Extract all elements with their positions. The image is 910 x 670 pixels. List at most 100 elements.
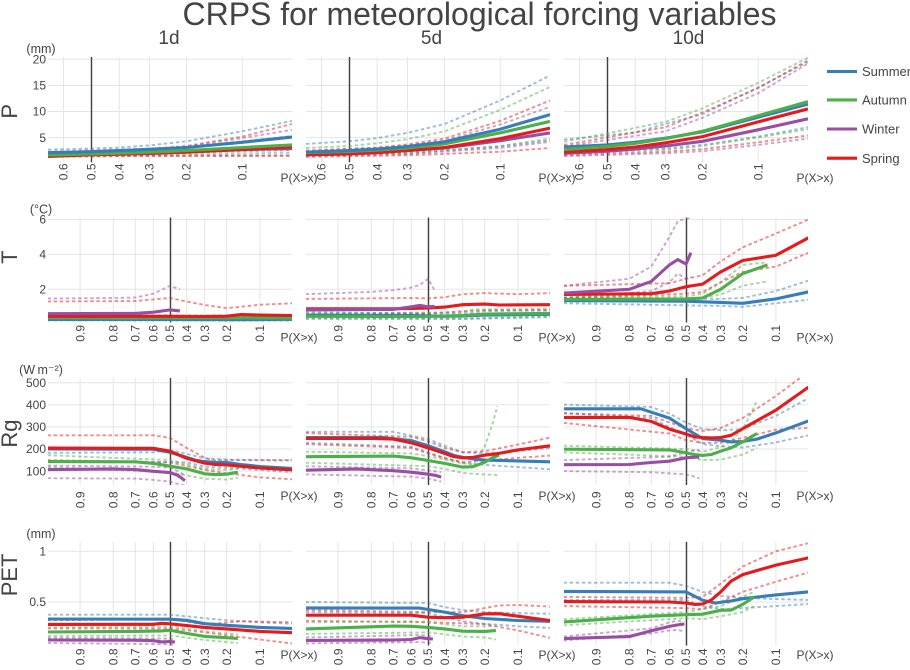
svg-text:P(X>x): P(X>x) xyxy=(538,648,575,662)
svg-text:0.8: 0.8 xyxy=(623,325,637,342)
svg-text:0.8: 0.8 xyxy=(365,325,379,342)
svg-text:0.6: 0.6 xyxy=(315,163,329,180)
svg-text:0.4: 0.4 xyxy=(180,648,194,665)
svg-text:0.1: 0.1 xyxy=(253,325,267,342)
svg-text:CRPS for meteorological forcin: CRPS for meteorological forcing variable… xyxy=(182,0,776,32)
svg-text:5d: 5d xyxy=(421,28,442,49)
svg-text:0.7: 0.7 xyxy=(387,648,401,665)
svg-text:P(X>x): P(X>x) xyxy=(280,171,317,185)
svg-text:0.5: 0.5 xyxy=(679,648,693,665)
svg-text:300: 300 xyxy=(26,420,46,434)
svg-text:0.2: 0.2 xyxy=(696,163,710,180)
svg-text:0.2: 0.2 xyxy=(220,491,234,508)
svg-text:0.1: 0.1 xyxy=(769,648,783,665)
svg-text:0.8: 0.8 xyxy=(107,491,121,508)
svg-text:400: 400 xyxy=(26,398,46,412)
svg-text:6: 6 xyxy=(39,213,46,227)
svg-text:0.2: 0.2 xyxy=(478,491,492,508)
svg-text:0.2: 0.2 xyxy=(478,325,492,342)
svg-text:100: 100 xyxy=(26,464,46,478)
svg-text:0.1: 0.1 xyxy=(253,648,267,665)
svg-text:0.6: 0.6 xyxy=(147,325,161,342)
svg-text:0.5: 0.5 xyxy=(343,163,357,180)
svg-text:0.7: 0.7 xyxy=(129,491,143,508)
svg-text:0.7: 0.7 xyxy=(645,325,659,342)
svg-text:20: 20 xyxy=(33,53,47,67)
svg-text:0.9: 0.9 xyxy=(589,648,603,665)
svg-text:0.9: 0.9 xyxy=(73,325,87,342)
svg-text:0.4: 0.4 xyxy=(370,163,384,180)
svg-text:0.9: 0.9 xyxy=(73,648,87,665)
svg-text:0.5: 0.5 xyxy=(421,491,435,508)
svg-text:(mm): (mm) xyxy=(26,527,55,541)
svg-text:0.1: 0.1 xyxy=(511,325,525,342)
svg-text:T: T xyxy=(0,250,22,263)
svg-text:0.3: 0.3 xyxy=(714,325,728,342)
svg-text:0.5: 0.5 xyxy=(421,648,435,665)
svg-text:0.3: 0.3 xyxy=(456,648,470,665)
svg-text:0.6: 0.6 xyxy=(147,491,161,508)
svg-text:0.3: 0.3 xyxy=(659,163,673,180)
svg-text:0.3: 0.3 xyxy=(198,491,212,508)
svg-text:0.4: 0.4 xyxy=(112,163,126,180)
svg-text:0.8: 0.8 xyxy=(623,648,637,665)
svg-text:0.1: 0.1 xyxy=(511,648,525,665)
svg-text:0.4: 0.4 xyxy=(696,648,710,665)
svg-text:0.3: 0.3 xyxy=(456,325,470,342)
svg-text:0.2: 0.2 xyxy=(220,648,234,665)
svg-text:PET: PET xyxy=(0,554,22,597)
svg-text:500: 500 xyxy=(26,376,46,390)
svg-text:2: 2 xyxy=(39,283,46,297)
svg-text:0.9: 0.9 xyxy=(331,325,345,342)
svg-text:P(X>x): P(X>x) xyxy=(538,331,575,345)
svg-text:Winter: Winter xyxy=(862,122,900,137)
svg-text:0.1: 0.1 xyxy=(769,325,783,342)
svg-text:0.6: 0.6 xyxy=(405,491,419,508)
svg-text:0.5: 0.5 xyxy=(679,325,693,342)
svg-text:0.5: 0.5 xyxy=(421,325,435,342)
svg-text:0.4: 0.4 xyxy=(438,648,452,665)
svg-text:0.7: 0.7 xyxy=(129,648,143,665)
svg-text:10: 10 xyxy=(33,105,47,119)
svg-text:0.7: 0.7 xyxy=(645,491,659,508)
svg-text:0.5: 0.5 xyxy=(163,648,177,665)
svg-text:200: 200 xyxy=(26,442,46,456)
svg-text:0.8: 0.8 xyxy=(623,491,637,508)
svg-text:Autumn: Autumn xyxy=(862,93,907,108)
svg-text:(°C): (°C) xyxy=(30,203,52,217)
svg-text:0.1: 0.1 xyxy=(493,163,507,180)
svg-text:0.9: 0.9 xyxy=(331,648,345,665)
svg-text:4: 4 xyxy=(39,248,46,262)
svg-text:1: 1 xyxy=(39,545,46,559)
svg-text:0.3: 0.3 xyxy=(456,491,470,508)
svg-text:Summer: Summer xyxy=(862,64,910,79)
svg-text:0.3: 0.3 xyxy=(714,491,728,508)
svg-text:10d: 10d xyxy=(673,28,705,49)
svg-text:0.2: 0.2 xyxy=(478,648,492,665)
svg-text:0.1: 0.1 xyxy=(511,491,525,508)
svg-text:0.2: 0.2 xyxy=(438,163,452,180)
svg-text:0.5: 0.5 xyxy=(163,325,177,342)
svg-text:0.6: 0.6 xyxy=(663,648,677,665)
svg-text:0.9: 0.9 xyxy=(589,491,603,508)
svg-text:P(X>x): P(X>x) xyxy=(280,331,317,345)
svg-text:0.3: 0.3 xyxy=(198,325,212,342)
svg-text:0.8: 0.8 xyxy=(107,325,121,342)
svg-text:0.8: 0.8 xyxy=(107,648,121,665)
svg-text:0.7: 0.7 xyxy=(387,325,401,342)
svg-text:P(X>x): P(X>x) xyxy=(280,489,317,503)
svg-text:0.5: 0.5 xyxy=(85,163,99,180)
svg-text:0.7: 0.7 xyxy=(645,648,659,665)
svg-text:0.6: 0.6 xyxy=(405,648,419,665)
svg-text:0.6: 0.6 xyxy=(663,491,677,508)
svg-text:P: P xyxy=(0,104,22,119)
svg-text:0.8: 0.8 xyxy=(365,648,379,665)
svg-text:0.4: 0.4 xyxy=(696,491,710,508)
svg-text:Spring: Spring xyxy=(862,151,900,166)
svg-text:0.3: 0.3 xyxy=(714,648,728,665)
svg-text:P(X>x): P(X>x) xyxy=(796,171,833,185)
svg-text:0.6: 0.6 xyxy=(663,325,677,342)
svg-text:0.1: 0.1 xyxy=(769,491,783,508)
svg-text:0.4: 0.4 xyxy=(628,163,642,180)
svg-text:0.5: 0.5 xyxy=(29,595,46,609)
